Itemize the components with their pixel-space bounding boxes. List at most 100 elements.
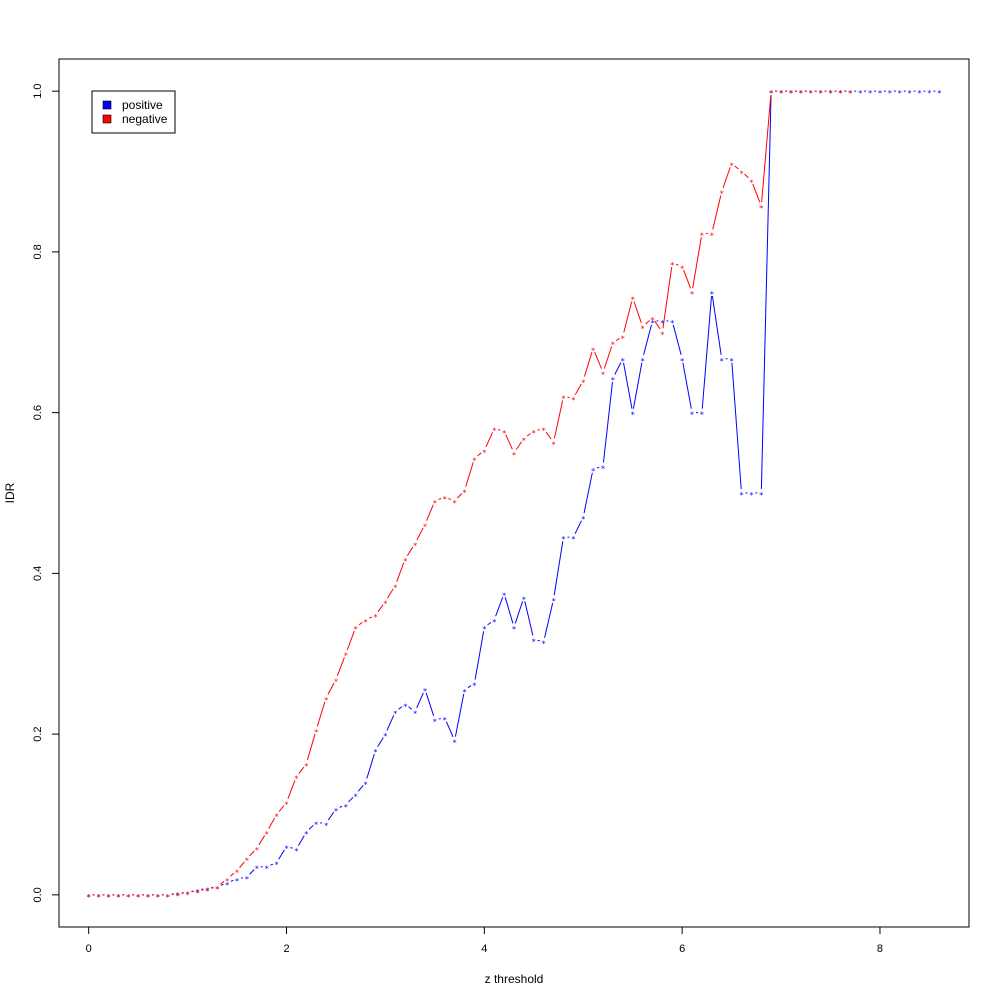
data-point: * bbox=[641, 357, 645, 366]
series-segment bbox=[425, 692, 435, 716]
data-point: * bbox=[176, 891, 180, 900]
data-point: * bbox=[502, 591, 506, 600]
data-point: * bbox=[601, 464, 605, 473]
data-point: * bbox=[304, 830, 308, 839]
series-segment bbox=[497, 429, 501, 431]
data-point: * bbox=[166, 893, 170, 902]
data-point: * bbox=[285, 800, 289, 809]
series-segment bbox=[545, 431, 552, 440]
series-segment bbox=[348, 796, 354, 803]
series-segment bbox=[465, 462, 474, 487]
data-point: * bbox=[680, 264, 684, 273]
data-point: * bbox=[186, 890, 190, 899]
series-segment bbox=[537, 429, 540, 431]
series-segment bbox=[336, 657, 345, 676]
series-positive: * * * * * * * * * * * * * * * * * * * * * * * * * * * * * * * * * * * * * * * *… bbox=[87, 89, 942, 902]
legend-swatch-positive bbox=[102, 100, 112, 110]
data-point: * bbox=[393, 583, 397, 592]
series-segment bbox=[339, 805, 343, 808]
data-point: * bbox=[324, 821, 328, 830]
series-segment bbox=[287, 780, 296, 799]
series-segment bbox=[268, 817, 276, 829]
series-segment bbox=[645, 320, 650, 325]
data-point: * bbox=[809, 89, 813, 98]
data-point: * bbox=[374, 748, 378, 757]
data-point: * bbox=[650, 319, 654, 328]
legend-label-negative: negative bbox=[122, 112, 168, 126]
series-segment bbox=[505, 434, 513, 450]
series-segment bbox=[467, 685, 472, 689]
series-segment bbox=[239, 861, 245, 868]
series-segment bbox=[692, 237, 702, 289]
data-point: * bbox=[146, 893, 150, 902]
data-point: * bbox=[245, 875, 249, 884]
series-segment bbox=[386, 715, 395, 731]
series-segment bbox=[278, 805, 285, 812]
x-tick-label: 8 bbox=[877, 943, 883, 955]
data-point: * bbox=[275, 861, 279, 870]
data-point: * bbox=[195, 888, 199, 897]
series-segment bbox=[760, 95, 772, 490]
data-point: * bbox=[433, 499, 437, 508]
series-segment bbox=[230, 879, 234, 882]
series-segment bbox=[623, 362, 633, 409]
series-segment bbox=[408, 706, 413, 710]
data-point: * bbox=[413, 542, 417, 551]
data-point: * bbox=[591, 346, 595, 355]
y-tick-label: 1.0 bbox=[32, 83, 44, 98]
data-point: * bbox=[304, 762, 308, 771]
data-point: * bbox=[552, 440, 556, 449]
data-point: * bbox=[571, 535, 575, 544]
data-point: * bbox=[878, 89, 882, 98]
data-point: * bbox=[265, 830, 269, 839]
data-point: * bbox=[235, 869, 239, 878]
data-point: * bbox=[542, 640, 546, 649]
data-point: * bbox=[740, 491, 744, 500]
data-point: * bbox=[769, 89, 773, 98]
series-segment bbox=[514, 601, 524, 624]
series-segment bbox=[583, 352, 593, 377]
data-point: * bbox=[324, 696, 328, 705]
series-segment bbox=[406, 546, 414, 556]
data-point: * bbox=[611, 341, 615, 350]
data-point: * bbox=[195, 889, 199, 898]
data-point: * bbox=[779, 89, 783, 98]
data-point: * bbox=[918, 89, 922, 98]
series-segment bbox=[712, 195, 722, 230]
data-point: * bbox=[868, 89, 872, 98]
data-point: * bbox=[690, 290, 694, 299]
data-point: * bbox=[374, 613, 378, 622]
series-segment bbox=[220, 880, 225, 885]
data-point: * bbox=[482, 448, 486, 457]
series-segment bbox=[357, 785, 364, 792]
data-point: * bbox=[700, 411, 704, 420]
series-segment bbox=[316, 701, 326, 727]
data-point: * bbox=[166, 893, 170, 902]
y-tick-label: 0.2 bbox=[32, 726, 44, 741]
data-point: * bbox=[463, 688, 467, 697]
data-point: * bbox=[364, 618, 368, 627]
data-point: * bbox=[690, 411, 694, 420]
data-point: * bbox=[789, 89, 793, 98]
legend-box bbox=[91, 90, 176, 134]
data-point: * bbox=[927, 89, 931, 98]
data-point: * bbox=[116, 893, 120, 902]
series-segment bbox=[369, 616, 373, 619]
data-point: * bbox=[423, 522, 427, 531]
data-point: * bbox=[838, 89, 842, 98]
data-point: * bbox=[799, 89, 803, 98]
series-segment bbox=[615, 338, 620, 341]
y-axis: 0.0 0.2 0.4 0.6 0.8 1.0 bbox=[32, 83, 60, 903]
data-point: * bbox=[710, 231, 714, 240]
data-point: * bbox=[502, 429, 506, 438]
data-point: * bbox=[255, 846, 259, 855]
data-point: * bbox=[354, 792, 358, 801]
data-point: * bbox=[848, 89, 852, 98]
series-segment bbox=[398, 706, 403, 710]
data-point: * bbox=[858, 89, 862, 98]
data-point: * bbox=[759, 491, 763, 500]
series-segment bbox=[744, 173, 749, 179]
legend: positive negative bbox=[91, 90, 176, 134]
data-point: * bbox=[482, 625, 486, 634]
